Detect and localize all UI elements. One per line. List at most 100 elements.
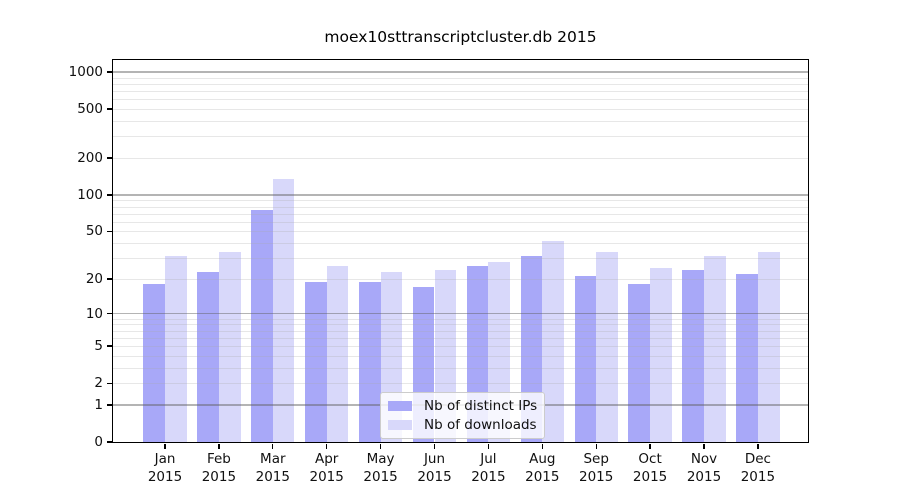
y-tick-20 <box>107 278 112 280</box>
gridline-y-30 <box>113 258 808 260</box>
x-tick-year-jan: 2015 <box>147 468 183 485</box>
bar-downloads-nov <box>704 256 726 442</box>
y-tick-label-5: 5 <box>94 338 103 355</box>
y-tick-label-50: 50 <box>85 223 103 240</box>
y-tick-label-1000: 1000 <box>68 64 103 81</box>
y-tick-label-100: 100 <box>77 186 103 203</box>
x-tick-dec <box>757 444 759 449</box>
x-tick-year-aug: 2015 <box>525 468 560 485</box>
x-tick-label-jan: Jan 2015 <box>135 451 195 486</box>
legend-swatch-distinct-ips <box>388 401 412 411</box>
y-tick-5 <box>107 345 112 347</box>
x-tick-month-jan: Jan <box>154 451 176 467</box>
x-tick-jul <box>487 444 490 449</box>
gridline-y-3 <box>113 367 808 369</box>
y-tick-label-10: 10 <box>85 305 103 322</box>
bar-distinct-ips-feb <box>197 271 219 442</box>
gridline-y-600 <box>113 99 808 101</box>
x-tick-jan <box>164 444 166 449</box>
gridline-y-2 <box>113 383 808 385</box>
legend-label-downloads: Nb of downloads <box>424 417 537 433</box>
x-tick-month-apr: Apr <box>315 451 339 467</box>
y-tick-0 <box>107 441 112 443</box>
x-tick-aug <box>541 444 543 449</box>
x-tick-nov <box>703 444 705 449</box>
legend-swatch-downloads <box>388 420 412 430</box>
gridline-y-500 <box>113 109 808 111</box>
x-tick-year-nov: 2015 <box>686 468 722 485</box>
bar-downloads-sep <box>596 251 618 442</box>
y-tick-label-500: 500 <box>77 101 103 118</box>
gridline-y-90 <box>113 200 808 202</box>
bar-distinct-ips-may <box>358 281 381 442</box>
bar-downloads-feb <box>218 251 241 442</box>
bar-distinct-ips-oct <box>628 284 651 442</box>
gridline-y-80 <box>113 206 808 208</box>
gridline-y-100 <box>113 194 808 196</box>
bar-distinct-ips-mar <box>251 210 273 442</box>
x-tick-apr <box>326 444 328 449</box>
x-tick-year-apr: 2015 <box>309 468 344 485</box>
gridline-y-8 <box>113 324 808 326</box>
legend-item-distinct-ips: Nb of distinct IPs <box>388 398 537 414</box>
x-tick-label-mar: Mar 2015 <box>243 451 303 486</box>
gridline-y-9 <box>113 318 808 320</box>
x-tick-month-jun: Jun <box>423 451 446 467</box>
x-tick-label-sep: Sep 2015 <box>566 451 626 486</box>
x-tick-month-dec: Dec <box>744 451 771 467</box>
x-tick-label-oct: Oct 2015 <box>620 451 680 486</box>
bar-distinct-ips-nov <box>682 269 704 442</box>
legend: Nb of distinct IPs Nb of downloads <box>380 392 546 439</box>
x-tick-month-sep: Sep <box>583 451 609 467</box>
bar-distinct-ips-apr <box>305 281 327 442</box>
x-tick-year-may: 2015 <box>363 468 398 485</box>
x-tick-label-aug: Aug 2015 <box>512 451 572 486</box>
gridline-y-20 <box>113 278 808 280</box>
x-tick-month-aug: Aug <box>529 451 556 467</box>
x-tick-mar <box>272 444 274 449</box>
gridline-y-900 <box>113 77 808 79</box>
x-tick-month-feb: Feb <box>206 451 231 467</box>
x-tick-label-apr: Apr 2015 <box>297 451 357 486</box>
x-tick-month-may: May <box>366 451 395 467</box>
x-tick-sep <box>595 444 597 449</box>
gridline-y-5 <box>113 346 808 348</box>
legend-item-downloads: Nb of downloads <box>388 417 537 433</box>
bar-distinct-ips-jan <box>143 284 165 442</box>
x-tick-may <box>379 444 382 449</box>
y-tick-2 <box>107 382 112 384</box>
gridline-y-6 <box>113 337 808 339</box>
bar-downloads-apr <box>326 265 349 442</box>
x-tick-year-jul: 2015 <box>471 468 506 485</box>
gridline-y-7 <box>113 330 808 332</box>
gridline-y-700 <box>113 91 808 93</box>
y-tick-200 <box>107 157 112 159</box>
y-tick-label-2: 2 <box>94 375 103 392</box>
x-tick-oct <box>649 444 651 449</box>
x-tick-label-jul: Jul 2015 <box>458 451 518 486</box>
gridline-y-70 <box>113 213 808 215</box>
gridline-y-1000 <box>113 71 808 73</box>
bar-downloads-jan <box>165 256 187 442</box>
gridline-y-4 <box>113 355 808 357</box>
x-tick-year-feb: 2015 <box>201 468 237 485</box>
y-tick-10 <box>107 312 112 315</box>
x-tick-feb <box>218 444 220 449</box>
bar-downloads-mar <box>272 179 295 442</box>
legend-label-distinct-ips: Nb of distinct IPs <box>424 398 538 414</box>
y-tick-500 <box>107 108 112 110</box>
bar-downloads-dec <box>757 251 780 442</box>
gridline-y-400 <box>113 121 808 123</box>
y-tick-1000 <box>107 71 112 73</box>
x-tick-label-feb: Feb 2015 <box>189 451 249 486</box>
x-tick-year-oct: 2015 <box>632 468 668 485</box>
x-tick-month-mar: Mar <box>260 451 286 467</box>
gridline-y-200 <box>113 158 808 160</box>
bar-distinct-ips-dec <box>736 274 758 442</box>
x-tick-jun <box>433 444 436 449</box>
chart-title: moex10sttranscriptcluster.db 2015 <box>324 28 597 46</box>
y-tick-label-20: 20 <box>85 270 103 287</box>
x-tick-label-may: May 2015 <box>351 451 411 486</box>
y-tick-label-200: 200 <box>77 150 103 167</box>
